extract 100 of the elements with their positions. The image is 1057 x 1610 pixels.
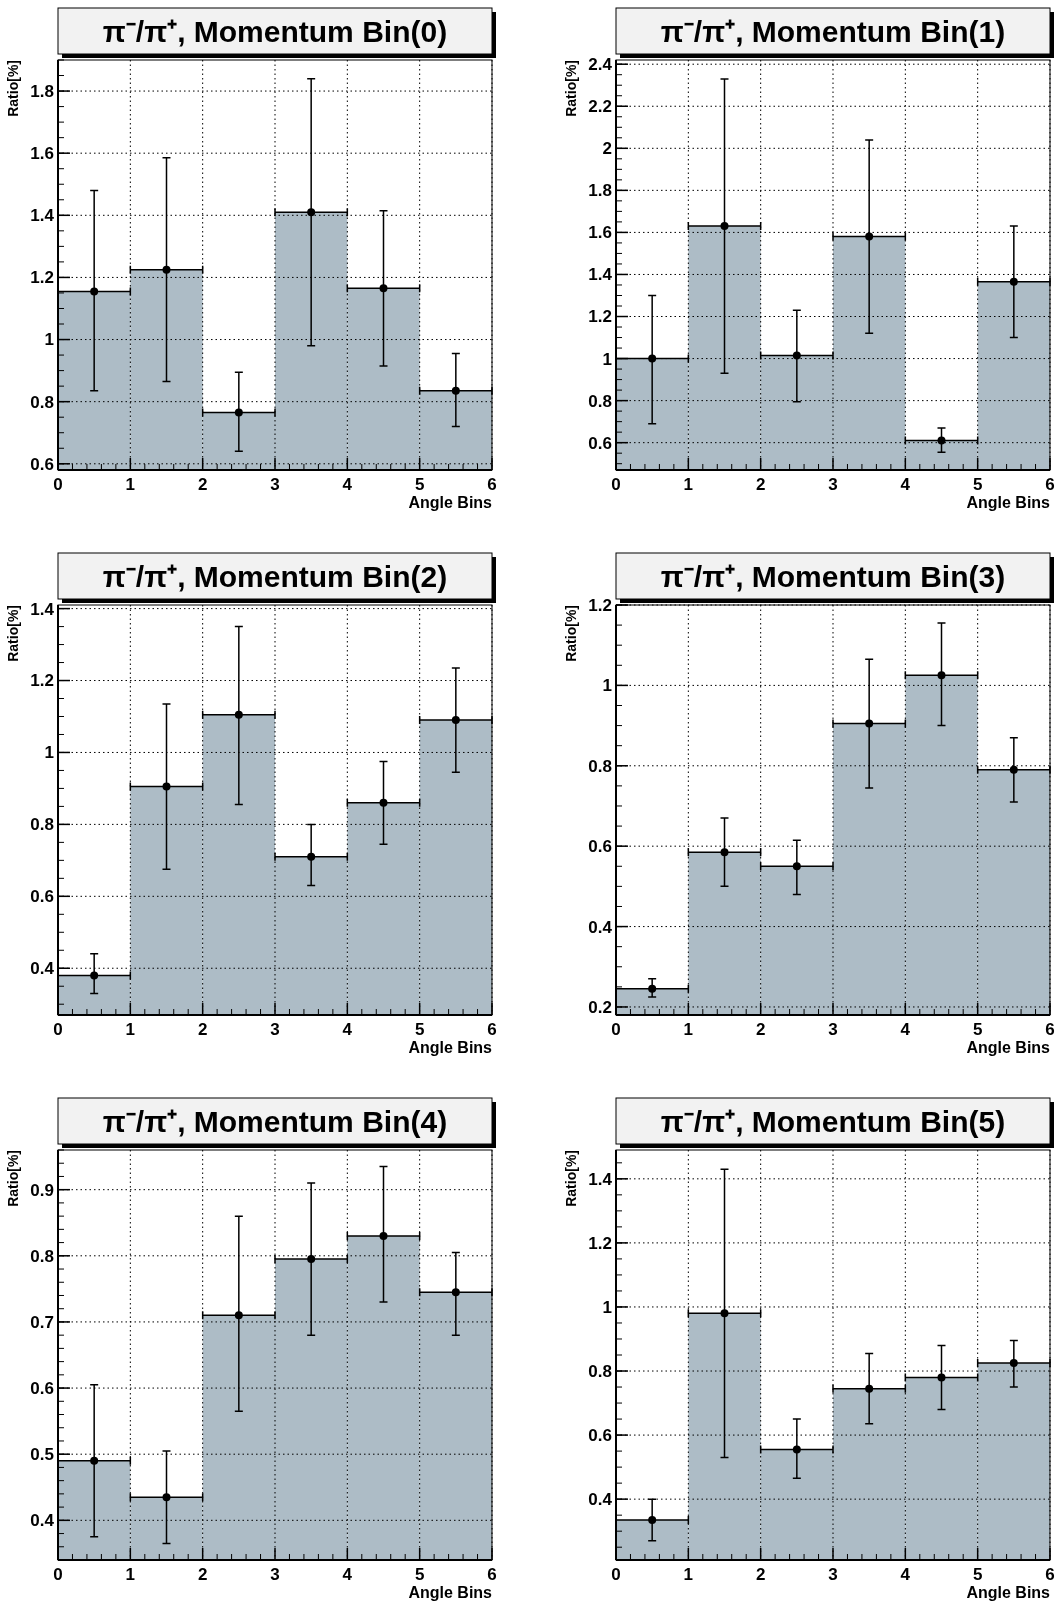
y-tick-label: 0.4 xyxy=(588,917,613,937)
y-tick-label: 1 xyxy=(44,743,54,763)
x-tick-label: 2 xyxy=(197,475,208,494)
chart-title: π⁻/π⁺, Momentum Bin(5) xyxy=(660,1105,1006,1138)
x-axis-title: Angle Bins xyxy=(408,494,493,511)
x-tick-label: 0 xyxy=(53,1020,63,1039)
y-tick-label: 0.5 xyxy=(30,1445,54,1465)
chart-title: π⁻/π⁺, Momentum Bin(4) xyxy=(102,1105,448,1138)
point xyxy=(162,265,171,274)
y-tick-label: 1.8 xyxy=(588,181,612,201)
x-tick-label: 0 xyxy=(53,475,63,494)
y-axis-title: Ratio[%] xyxy=(5,60,21,117)
x-tick-label: 2 xyxy=(197,1565,208,1584)
x-tick-label: 0 xyxy=(611,1565,621,1584)
x-tick-label: 3 xyxy=(270,475,280,494)
point xyxy=(451,716,460,725)
point xyxy=(379,798,388,807)
x-tick-label: 4 xyxy=(342,475,353,494)
x-tick-label: 5 xyxy=(972,475,983,494)
x-tick-label: 5 xyxy=(414,475,425,494)
x-tick-label: 3 xyxy=(828,1565,838,1584)
point xyxy=(234,408,243,417)
point xyxy=(648,354,657,363)
y-tick-label: 0.8 xyxy=(30,392,54,412)
point xyxy=(307,852,316,861)
y-tick-label: 0.4 xyxy=(30,959,55,979)
x-axis-title: Angle Bins xyxy=(408,1584,493,1601)
y-tick-label: 2 xyxy=(602,139,612,159)
y-tick-label: 1 xyxy=(602,349,612,369)
y-tick-label: 0.8 xyxy=(588,756,612,776)
y-tick-label: 0.6 xyxy=(588,1426,612,1446)
x-tick-label: 4 xyxy=(342,1565,353,1584)
x-tick-label: 0 xyxy=(53,1565,63,1584)
point xyxy=(648,1515,657,1524)
y-tick-label: 1.4 xyxy=(30,599,55,619)
point xyxy=(720,1309,729,1318)
x-tick-label: 3 xyxy=(270,1020,280,1039)
y-tick-label: 0.9 xyxy=(30,1180,54,1200)
x-axis-title: Angle Bins xyxy=(408,1039,493,1056)
point xyxy=(307,1255,316,1264)
y-tick-label: 1.6 xyxy=(588,223,612,243)
y-tick-label: 1 xyxy=(602,1297,612,1317)
x-tick-label: 6 xyxy=(487,1020,497,1039)
y-tick-label: 1.4 xyxy=(588,1169,613,1189)
point xyxy=(1009,765,1018,774)
point xyxy=(720,222,729,231)
x-tick-label: 6 xyxy=(1045,1020,1055,1039)
y-tick-label: 0.8 xyxy=(588,391,612,411)
x-axis-title: Angle Bins xyxy=(966,494,1051,511)
y-axis-title: Ratio[%] xyxy=(563,60,579,117)
y-tick-label: 0.2 xyxy=(588,997,612,1017)
x-tick-label: 6 xyxy=(1045,1565,1055,1584)
point xyxy=(90,1456,99,1465)
y-tick-label: 0.8 xyxy=(30,815,54,835)
point xyxy=(90,287,99,296)
x-tick-label: 4 xyxy=(900,1020,911,1039)
point xyxy=(937,436,946,445)
point xyxy=(234,1311,243,1320)
y-tick-label: 0.6 xyxy=(30,887,54,907)
point xyxy=(648,984,657,993)
point xyxy=(792,351,801,360)
y-tick-label: 2.4 xyxy=(588,55,613,75)
y-tick-label: 0.7 xyxy=(30,1312,54,1332)
point xyxy=(937,671,946,680)
point xyxy=(162,1493,171,1502)
point xyxy=(937,1373,946,1382)
x-tick-label: 4 xyxy=(342,1020,353,1039)
x-tick-label: 4 xyxy=(900,475,911,494)
x-axis-title: Angle Bins xyxy=(966,1584,1051,1601)
chart-title: π⁻/π⁺, Momentum Bin(2) xyxy=(102,560,448,593)
point xyxy=(792,1445,801,1454)
y-axis-title: Ratio[%] xyxy=(563,1150,579,1207)
x-tick-label: 1 xyxy=(683,1020,694,1039)
y-axis-title: Ratio[%] xyxy=(5,605,21,662)
x-tick-label: 0 xyxy=(611,1020,621,1039)
x-tick-label: 5 xyxy=(972,1020,983,1039)
y-tick-label: 1.6 xyxy=(30,144,54,164)
point xyxy=(865,719,874,728)
x-tick-label: 1 xyxy=(125,1020,136,1039)
y-tick-label: 2.2 xyxy=(588,97,612,117)
point xyxy=(90,971,99,980)
y-tick-label: 0.6 xyxy=(30,1379,54,1399)
x-tick-label: 6 xyxy=(1045,475,1055,494)
y-tick-label: 1.2 xyxy=(30,671,54,691)
y-tick-label: 1.4 xyxy=(30,206,55,226)
y-tick-label: 1.2 xyxy=(588,595,612,615)
y-tick-label: 0.6 xyxy=(588,837,612,857)
y-tick-label: 0.6 xyxy=(30,454,54,474)
y-tick-label: 0.8 xyxy=(30,1246,54,1266)
point xyxy=(1009,277,1018,286)
point xyxy=(307,208,316,217)
point xyxy=(792,862,801,871)
x-tick-label: 1 xyxy=(683,1565,694,1584)
x-tick-label: 1 xyxy=(683,475,694,494)
y-tick-label: 0.4 xyxy=(30,1511,55,1531)
point xyxy=(451,1288,460,1297)
point xyxy=(379,284,388,293)
point xyxy=(720,848,729,857)
y-tick-label: 1.2 xyxy=(588,1233,612,1253)
chart-title: π⁻/π⁺, Momentum Bin(3) xyxy=(660,560,1006,593)
